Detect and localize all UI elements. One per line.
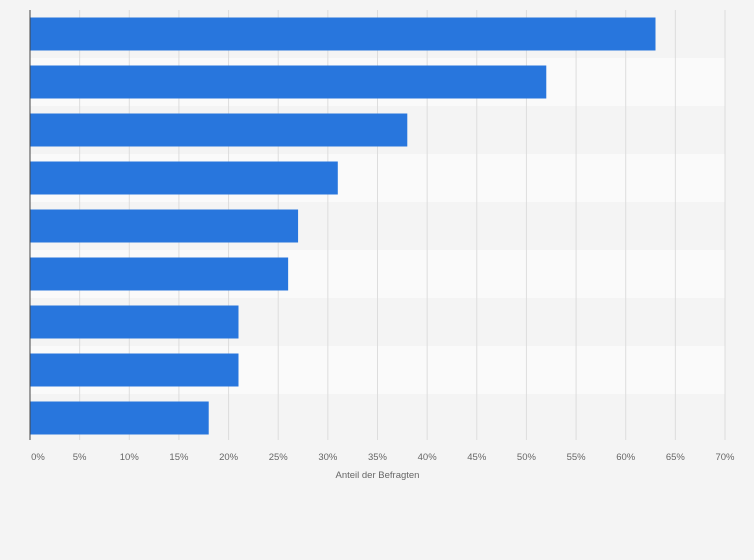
bar[interactable] bbox=[30, 401, 209, 435]
x-tick-label: 65% bbox=[666, 452, 686, 463]
bar[interactable] bbox=[30, 17, 656, 51]
bar[interactable] bbox=[30, 353, 239, 387]
bar[interactable] bbox=[30, 257, 289, 291]
bar[interactable] bbox=[30, 209, 299, 243]
x-tick-label: 35% bbox=[368, 452, 388, 463]
x-tick-label: 70% bbox=[715, 452, 735, 463]
x-tick-label: 5% bbox=[73, 452, 87, 463]
bar[interactable] bbox=[30, 65, 547, 99]
x-tick-label: 10% bbox=[120, 452, 140, 463]
x-tick-label: 0% bbox=[31, 452, 45, 463]
x-axis-ticks: 0% 5% 10% 15% 20% 25% 30% 35% 40% 45% 50% 55% 60% 65%… bbox=[31, 452, 735, 463]
bar[interactable] bbox=[30, 305, 239, 339]
x-tick-label: 25% bbox=[269, 452, 289, 463]
x-axis-label: Anteil der Befragten bbox=[336, 470, 420, 481]
bars bbox=[30, 17, 656, 435]
x-tick-label: 15% bbox=[169, 452, 189, 463]
x-tick-label: 55% bbox=[567, 452, 587, 463]
x-tick-label: 40% bbox=[418, 452, 438, 463]
bar[interactable] bbox=[30, 161, 338, 195]
x-tick-label: 20% bbox=[219, 452, 239, 463]
x-tick-label: 30% bbox=[318, 452, 338, 463]
x-tick-label: 50% bbox=[517, 452, 537, 463]
x-tick-label: 45% bbox=[467, 452, 487, 463]
bar[interactable] bbox=[30, 113, 408, 147]
x-tick-label: 60% bbox=[616, 452, 636, 463]
